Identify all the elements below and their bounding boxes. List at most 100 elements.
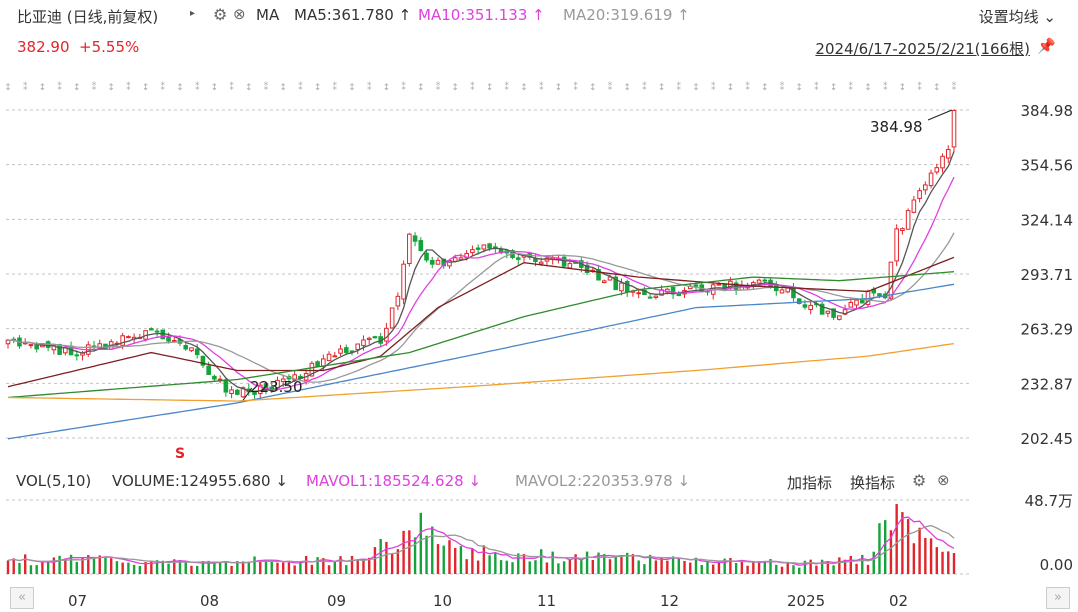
candle-body xyxy=(372,336,378,339)
candle xyxy=(624,279,630,297)
ma-settings-button[interactable]: 设置均线 ⌄ xyxy=(978,8,1056,26)
volume-bar xyxy=(729,557,732,574)
volume-bar xyxy=(585,551,589,574)
candle xyxy=(223,378,229,397)
volume-bar xyxy=(173,559,176,574)
volume-bar xyxy=(906,519,910,574)
volume-bar xyxy=(52,557,56,574)
candle-body xyxy=(257,384,263,395)
volume-bar xyxy=(327,565,331,574)
volume-bar xyxy=(299,561,302,574)
signal-marker: ⁑ xyxy=(470,81,475,93)
candle-body xyxy=(693,284,699,287)
candle xyxy=(613,272,619,291)
volume-bar xyxy=(448,540,451,574)
signal-marker: ⁑ xyxy=(917,81,922,93)
candle xyxy=(710,282,716,300)
volume-chart[interactable]: 48.7万 0.00 xyxy=(0,492,1078,582)
expand-triangle-icon[interactable]: ▸ xyxy=(190,8,196,19)
candle-body xyxy=(601,280,607,284)
candle xyxy=(647,293,653,299)
candlestick-chart[interactable]: 384.98 354.56 324.14 293.71 263.29 232.87 202.… xyxy=(0,60,1078,465)
ma10-line xyxy=(7,176,955,391)
volume-bar xyxy=(224,562,228,574)
candle-body xyxy=(848,301,854,308)
scroll-right-button[interactable]: » xyxy=(1046,587,1070,609)
candle-body xyxy=(223,379,229,393)
volume-bar xyxy=(454,548,457,574)
candle-body xyxy=(447,260,452,267)
candle-body xyxy=(647,296,653,299)
mavol2-line xyxy=(7,524,955,565)
volume-bar xyxy=(75,561,78,574)
low-arrow xyxy=(242,387,253,401)
scroll-left-button[interactable]: « xyxy=(10,587,34,609)
volume-bar xyxy=(276,562,279,574)
candle xyxy=(395,292,401,311)
candle-body xyxy=(905,210,911,230)
signal-marker: ⁑ xyxy=(883,81,888,93)
volume-bar xyxy=(161,560,164,574)
candle xyxy=(343,344,349,356)
volume-bar xyxy=(878,523,881,574)
volume-bar xyxy=(356,559,359,574)
volume-bar xyxy=(494,552,497,574)
volume-bar xyxy=(723,558,726,574)
add-indicator-button[interactable]: 加指标 xyxy=(787,474,833,492)
volume-bar xyxy=(671,556,675,574)
gear-icon[interactable]: ⚙ xyxy=(213,5,228,24)
candle-body xyxy=(126,336,131,339)
volume-bar xyxy=(861,554,864,574)
ma10-value: MA10:351.133 ↑ xyxy=(418,6,545,24)
change-indicator-button[interactable]: 换指标 xyxy=(850,474,896,492)
candle-body xyxy=(515,257,521,260)
volume-bar xyxy=(368,557,371,574)
candle-body xyxy=(418,240,424,252)
candle xyxy=(332,351,338,358)
candle xyxy=(951,109,957,153)
candle-body xyxy=(911,199,917,213)
pin-icon[interactable]: 📌 xyxy=(1037,37,1056,55)
candle-body xyxy=(166,336,171,342)
candle-body xyxy=(57,344,62,355)
volume-bar xyxy=(522,553,526,574)
volume-bar xyxy=(121,562,124,574)
candle xyxy=(825,310,831,318)
sell-signal-marker: S xyxy=(175,446,185,462)
candle-body xyxy=(773,284,779,292)
candle-body xyxy=(928,172,934,187)
volume-bar xyxy=(316,557,319,574)
close-icon[interactable]: ⊗ xyxy=(233,5,246,23)
candle xyxy=(372,335,378,339)
signal-marker: ↕ xyxy=(589,83,597,93)
date-range[interactable]: 2024/6/17-2025/2/21(166根) xyxy=(815,40,1030,58)
gear-icon[interactable]: ⚙ xyxy=(912,471,927,490)
candle-body xyxy=(206,365,211,375)
ma120-line xyxy=(7,283,955,440)
signal-marker: ↕ xyxy=(623,83,631,93)
y-tick-label: 263.29 xyxy=(1021,321,1074,339)
volume-bar xyxy=(557,563,560,574)
close-icon[interactable]: ⊗ xyxy=(937,471,950,489)
signal-marker: ⁑ xyxy=(780,81,785,93)
candle-body xyxy=(475,247,481,250)
volume-bar xyxy=(947,551,950,574)
volume-bar xyxy=(35,565,38,574)
down-arrow-icon: ↓ xyxy=(677,472,691,490)
signal-marker: ↕ xyxy=(417,83,425,93)
candle-body xyxy=(670,286,676,295)
candle-body xyxy=(389,307,395,329)
y-tick-label: 202.45 xyxy=(1021,430,1074,448)
volume-bar xyxy=(12,558,15,574)
volume-bar xyxy=(333,561,336,574)
volume-bar xyxy=(832,565,835,574)
signal-marker: ↕ xyxy=(107,83,115,93)
candle xyxy=(945,145,951,163)
candle xyxy=(412,232,418,247)
candle-body xyxy=(808,304,813,311)
signal-marker: ⁑ xyxy=(92,81,97,93)
volume-bar xyxy=(413,537,417,574)
ma30-line xyxy=(7,256,955,388)
signal-marker: ↕ xyxy=(176,83,184,93)
volume-bar xyxy=(689,562,692,574)
